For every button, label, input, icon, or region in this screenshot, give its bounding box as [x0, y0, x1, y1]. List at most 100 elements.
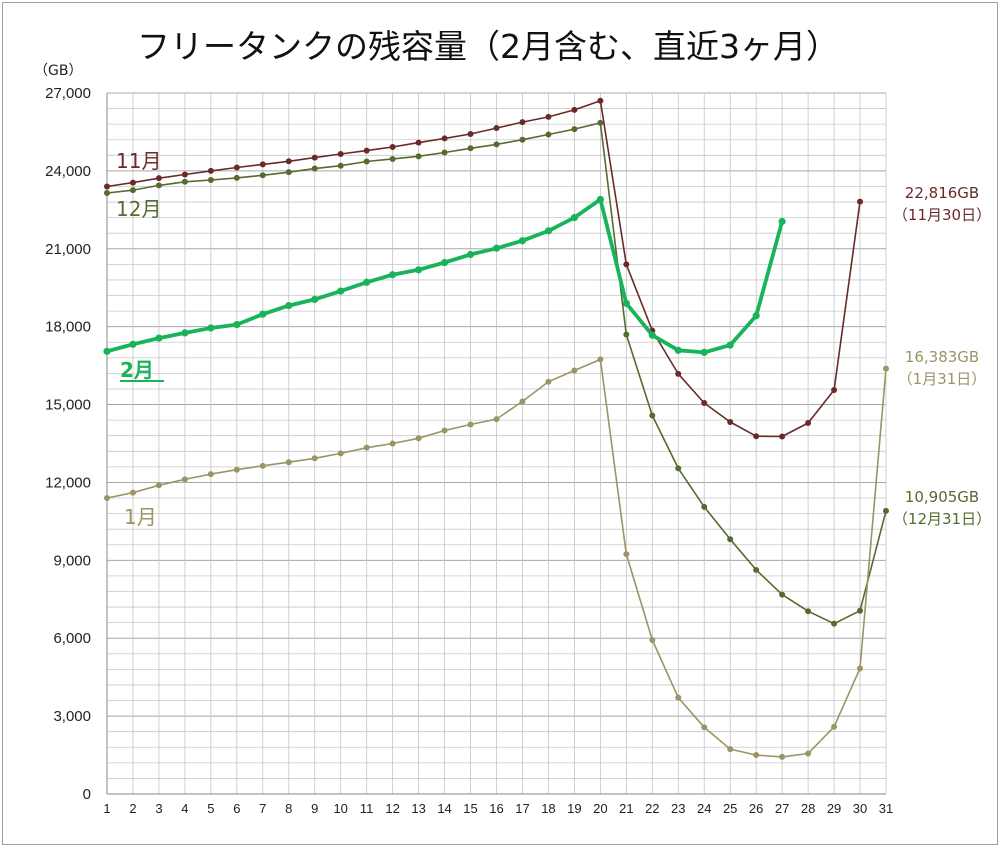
end-date-label: （12月31日） — [893, 510, 991, 528]
data-point — [233, 320, 241, 329]
series-name-label: 12月 — [116, 197, 161, 221]
x-tick-label: 30 — [853, 801, 867, 816]
x-tick-label: 16 — [489, 801, 503, 816]
y-tick-label: 3,000 — [53, 708, 91, 725]
data-point — [337, 287, 345, 295]
data-point — [700, 348, 708, 356]
data-point — [649, 412, 656, 419]
data-point — [233, 174, 240, 181]
data-point — [622, 299, 630, 307]
data-point — [545, 378, 552, 385]
data-point — [571, 126, 578, 133]
data-point — [648, 331, 656, 339]
data-point — [726, 341, 734, 349]
data-point — [389, 155, 396, 162]
y-tick-label: 21,000 — [45, 241, 91, 258]
data-point — [649, 637, 656, 644]
x-tick-label: 24 — [697, 801, 711, 816]
x-tick-label: 27 — [775, 801, 789, 816]
data-point — [805, 419, 812, 426]
data-point — [492, 244, 501, 252]
x-tick-label: 8 — [285, 801, 292, 816]
data-point — [311, 295, 319, 304]
data-point — [753, 752, 760, 759]
data-point — [129, 187, 136, 194]
data-point — [675, 370, 682, 377]
data-point — [181, 476, 188, 483]
data-point — [104, 495, 110, 502]
data-point — [701, 503, 708, 510]
x-tick-label: 5 — [207, 801, 214, 816]
x-tick-label: 28 — [801, 801, 815, 816]
data-point — [259, 310, 267, 318]
x-tick-label: 3 — [155, 801, 162, 816]
data-point — [285, 459, 292, 466]
data-point — [857, 665, 864, 672]
data-point — [519, 119, 526, 126]
data-point — [753, 433, 760, 440]
end-value-label: 16,383GB — [905, 348, 979, 366]
x-tick-label: 13 — [411, 801, 425, 816]
data-point — [467, 131, 474, 138]
data-point — [441, 135, 448, 142]
end-value-label: 10,905GB — [905, 488, 979, 506]
data-point — [155, 334, 163, 342]
data-point — [259, 161, 266, 168]
data-point — [857, 198, 864, 205]
data-point — [104, 189, 110, 196]
data-point — [727, 418, 734, 425]
data-point — [440, 258, 449, 267]
data-point — [233, 466, 240, 473]
data-point — [155, 175, 162, 182]
data-point — [207, 167, 214, 174]
data-point — [104, 183, 110, 190]
x-tick-label: 26 — [749, 801, 763, 816]
y-tick-label: 6,000 — [53, 630, 91, 647]
y-tick-label: 15,000 — [45, 397, 91, 414]
data-point — [207, 176, 214, 183]
data-point — [597, 119, 604, 126]
data-point — [129, 340, 137, 348]
data-point — [155, 182, 162, 189]
data-point — [544, 227, 553, 235]
data-point — [779, 753, 786, 760]
y-tick-label: 18,000 — [45, 319, 91, 336]
x-tick-label: 18 — [541, 801, 555, 816]
data-point — [415, 266, 423, 274]
data-point — [545, 131, 552, 138]
data-point — [727, 536, 734, 543]
data-point — [831, 387, 838, 394]
data-point — [311, 154, 318, 161]
data-point — [259, 462, 266, 469]
data-point — [675, 694, 682, 701]
data-point — [363, 444, 370, 451]
x-tick-label: 23 — [671, 801, 685, 816]
data-point — [155, 482, 162, 489]
data-point — [311, 455, 318, 462]
x-tick-label: 22 — [645, 801, 659, 816]
data-point — [701, 724, 708, 731]
x-tick-label: 2 — [129, 801, 136, 816]
data-point — [389, 144, 396, 151]
x-tick-label: 1 — [103, 801, 110, 816]
x-tick-label: 9 — [311, 801, 318, 816]
x-tick-label: 6 — [233, 801, 240, 816]
data-point — [623, 331, 630, 338]
y-tick-label: 12,000 — [45, 474, 91, 491]
labels-group: 11月 12月 2月 1月 22,816GB （11月30日） 16,383GB （1月31日… — [116, 149, 991, 529]
data-point — [415, 435, 422, 442]
x-tick-label: 15 — [463, 801, 477, 816]
data-point — [493, 416, 500, 423]
data-point — [415, 153, 422, 160]
x-tick-label: 14 — [437, 801, 451, 816]
data-point — [805, 608, 812, 615]
y-tick-label: 24,000 — [45, 163, 91, 180]
data-point — [337, 162, 344, 169]
data-point — [831, 620, 838, 627]
data-point — [129, 489, 136, 496]
data-point — [467, 145, 474, 152]
series-name-label: 11月 — [116, 149, 161, 173]
x-tick-label: 7 — [259, 801, 266, 816]
